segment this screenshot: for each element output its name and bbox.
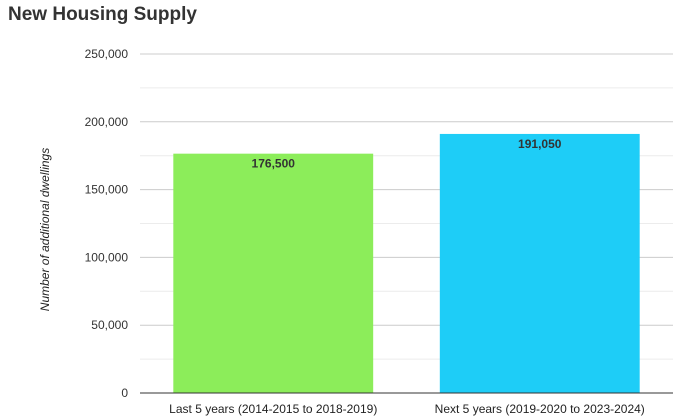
x-axis-ticks: Last 5 years (2014-2015 to 2018-2019) Nex…	[169, 402, 645, 416]
y-axis-label: Number of additional dwellings	[38, 148, 52, 311]
y-tick-label: 50,000	[91, 318, 128, 332]
y-tick-label: 150,000	[85, 183, 129, 197]
y-tick-label: 0	[121, 386, 128, 400]
bar	[173, 153, 374, 393]
y-tick-label: 200,000	[85, 115, 129, 129]
y-tick-label: 100,000	[85, 250, 129, 264]
data-labels: 176,500 191,050	[252, 137, 562, 171]
bar	[439, 133, 640, 393]
y-axis-ticks: 0 50,000 100,000 150,000 200,000 250,000	[85, 47, 129, 400]
y-tick-label: 250,000	[85, 47, 129, 61]
x-tick-label: Last 5 years (2014-2015 to 2018-2019)	[169, 402, 377, 416]
bars	[173, 133, 640, 393]
data-label: 176,500	[252, 157, 296, 171]
chart-title: New Housing Supply	[8, 4, 197, 25]
data-label: 191,050	[518, 137, 562, 151]
x-tick-label: Next 5 years (2019-2020 to 2023-2024)	[435, 402, 645, 416]
